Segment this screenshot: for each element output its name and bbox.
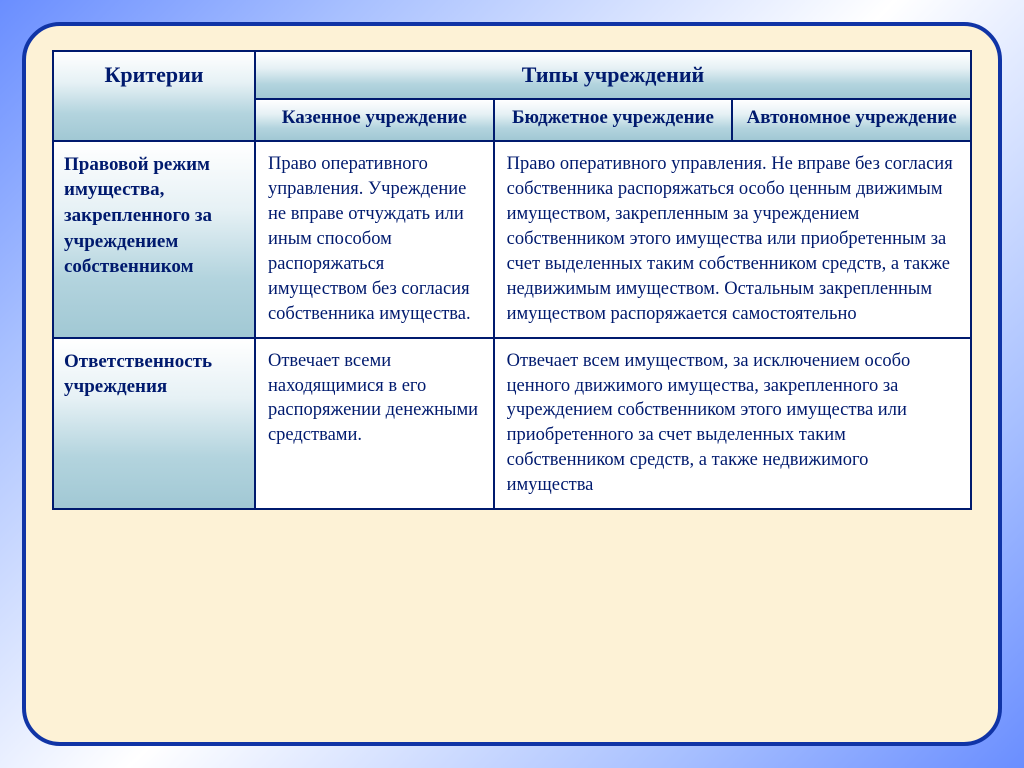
header-criteria: Критерии [53, 51, 255, 141]
header-type-2: Бюджетное учреждение [494, 99, 733, 141]
criteria-cell: Ответственность учреждения [53, 338, 255, 510]
institution-types-table: Критерии Типы учреждений Казенное учрежд… [52, 50, 972, 510]
body-cell-type1: Право оперативного управления. Учреждени… [255, 141, 494, 338]
body-cell-type23: Отвечает всем имуществом, за исключением… [494, 338, 971, 510]
table-row: Правовой режим имущества, закрепленного … [53, 141, 971, 338]
header-type-3: Автономное учреждение [732, 99, 971, 141]
table-body: Правовой режим имущества, закрепленного … [53, 141, 971, 510]
header-types-span: Типы учреждений [255, 51, 971, 99]
table-row: Ответственность учреждения Отвечает всем… [53, 338, 971, 510]
slide-background: Критерии Типы учреждений Казенное учрежд… [0, 0, 1024, 768]
body-cell-type1: Отвечает всеми находящимися в его распор… [255, 338, 494, 510]
header-type-1: Казенное учреждение [255, 99, 494, 141]
content-panel: Критерии Типы учреждений Казенное учрежд… [22, 22, 1002, 746]
table-header: Критерии Типы учреждений Казенное учрежд… [53, 51, 971, 141]
body-cell-type23: Право оперативного управления. Не вправе… [494, 141, 971, 338]
criteria-cell: Правовой режим имущества, закрепленного … [53, 141, 255, 338]
